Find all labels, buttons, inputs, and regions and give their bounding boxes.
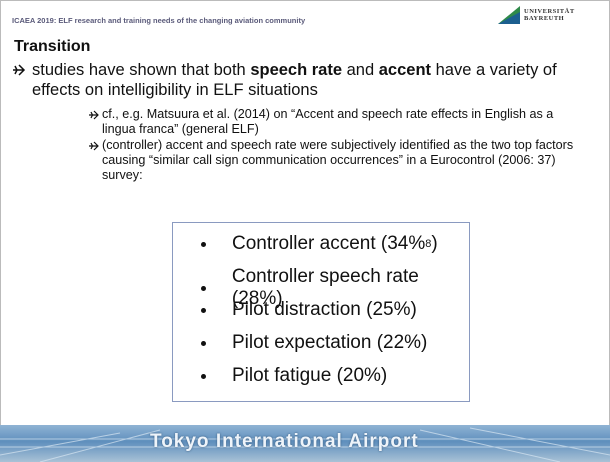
bullet-text: studies have shown that both speech rate… xyxy=(32,60,592,100)
bold-text: speech rate xyxy=(250,61,343,79)
bullet-dot xyxy=(201,373,206,379)
list-item: Pilot expectation (22%) xyxy=(201,332,427,354)
banner-text: Tokyo International Airport xyxy=(150,431,419,452)
logo-line: BAYREUTH xyxy=(524,15,565,22)
arrow-icon xyxy=(89,141,99,151)
header-title: ICAEA 2019: ELF research and training ne… xyxy=(12,16,306,25)
text: have a variety of effects on intelligibi… xyxy=(32,61,557,99)
text: studies have shown that both xyxy=(32,61,251,79)
item-text: Pilot expectation (22%) xyxy=(232,332,428,353)
list-item: Pilot fatigue (20%) xyxy=(201,365,387,387)
slide-title: Transition xyxy=(14,38,91,55)
arrow-icon xyxy=(13,64,26,76)
bold-text: accent xyxy=(378,61,432,79)
bullet-dot xyxy=(201,340,206,346)
footer-banner: Tokyo International Airport xyxy=(0,425,610,462)
list-item: Controller speech rate (28%) xyxy=(201,266,469,310)
sub-bullet-text: (controller) accent and speech rate were… xyxy=(102,138,574,182)
logo-line: UNIVERSITÄT xyxy=(524,8,575,15)
sub-bullet-text: cf., e.g. Matsuura et al. (2014) on “Acc… xyxy=(102,107,554,136)
bullet: studies have shown that both speech rate… xyxy=(12,60,592,100)
list-item: Controller accent (34% 8) xyxy=(201,233,438,255)
item-text: Pilot fatigue (20%) xyxy=(232,365,388,386)
bullet-dot xyxy=(201,307,206,313)
footnote-ref: 8 xyxy=(425,238,432,250)
text: and xyxy=(342,61,379,79)
list-item: Pilot distraction (25%) xyxy=(201,299,417,321)
item-text: Controller accent (34% xyxy=(232,233,426,254)
banner-structure xyxy=(0,427,610,462)
item-text: Controller speech rate (28%) xyxy=(231,266,419,309)
bullet-dot xyxy=(201,241,206,247)
logo: UNIVERSITÄT BAYREUTH xyxy=(498,4,602,26)
item-text: ) xyxy=(431,233,438,254)
sub-bullet: cf., e.g. Matsuura et al. (2014) on “Acc… xyxy=(88,107,568,137)
factor-box: Controller accent (34% 8) Controller spe… xyxy=(172,222,470,402)
item-text: Pilot distraction (25%) xyxy=(232,299,417,320)
logo-icon xyxy=(498,6,520,24)
sub-bullet: (controller) accent and speech rate were… xyxy=(88,138,598,183)
bullet-dot xyxy=(201,285,206,291)
arrow-icon xyxy=(89,110,99,120)
logo-text: UNIVERSITÄT BAYREUTH xyxy=(524,8,575,22)
